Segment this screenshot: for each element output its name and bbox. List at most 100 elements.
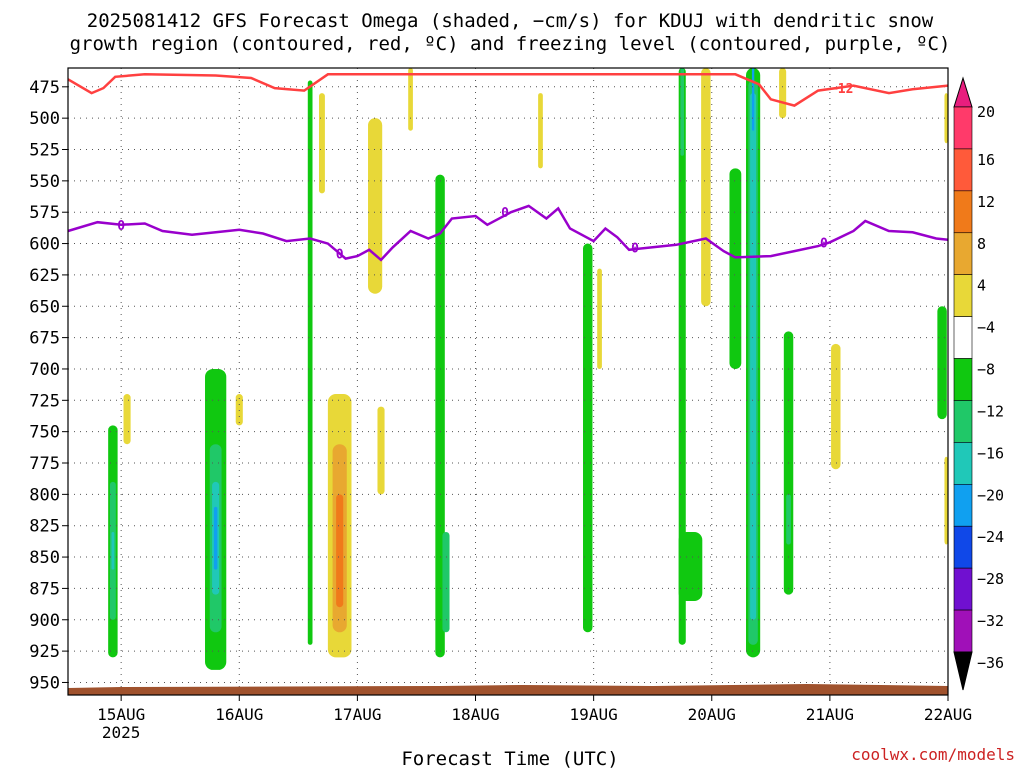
omega-region: [786, 494, 791, 545]
colorbar-label: −8: [977, 361, 995, 379]
omega-region: [336, 494, 344, 608]
omega-region: [779, 68, 787, 119]
colorbar-label: 20: [977, 103, 995, 121]
colorbar-segment: [953, 609, 973, 653]
colorbar-label: −36: [977, 654, 1004, 672]
colorbar-label: −28: [977, 570, 1004, 588]
freezing-level-label: 0: [501, 206, 509, 221]
x-tick-label: 15AUG: [97, 705, 145, 724]
colorbar-label: −24: [977, 528, 1004, 546]
colorbar-label: 4: [977, 277, 986, 295]
colorbar-label: 8: [977, 235, 986, 253]
x-tick-label: 20AUG: [688, 705, 736, 724]
x-year-label: 2025: [102, 723, 141, 742]
omega-region: [831, 343, 841, 470]
colorbar-segment: [953, 442, 973, 485]
chart-title-line1: 2025081412 GFS Forecast Omega (shaded, −…: [87, 10, 934, 32]
omega-region: [944, 93, 948, 144]
dgz-label: −12: [830, 82, 853, 97]
credit-text[interactable]: coolwx.com/models: [851, 745, 1015, 764]
colorbar-segment: [953, 232, 973, 275]
colorbar-segment: [953, 358, 973, 401]
omega-region: [213, 506, 218, 570]
y-tick-label: 500: [29, 109, 60, 129]
omega-region: [751, 68, 755, 131]
colorbar-label: −12: [977, 402, 1004, 420]
y-tick-label: 800: [29, 485, 60, 505]
y-tick-label: 675: [29, 329, 60, 349]
y-tick-label: 625: [29, 266, 60, 286]
x-tick-label: 21AUG: [806, 705, 854, 724]
omega-region: [944, 456, 948, 545]
freezing-level-label: 0: [117, 219, 125, 234]
colorbar-label: 16: [977, 151, 995, 169]
omega-region: [377, 406, 385, 495]
colorbar-segment: [953, 190, 973, 234]
colorbar-segment: [953, 316, 973, 359]
colorbar-segment: [953, 525, 973, 569]
y-tick-label: 475: [29, 78, 60, 98]
x-axis-label: Forecast Time (UTC): [401, 748, 618, 768]
chart-title-line2: growth region (contoured, red, ºC) and f…: [70, 33, 951, 55]
omega-region: [442, 531, 450, 633]
x-tick-label: 16AUG: [215, 705, 263, 724]
y-tick-label: 700: [29, 360, 60, 380]
x-tick-label: 18AUG: [451, 705, 499, 724]
colorbar-label: −20: [977, 486, 1004, 504]
y-tick-label: 875: [29, 579, 60, 599]
y-axis-ticks: 475 500 525 550 575 600 625 650 675 700 725 750 775 8…: [29, 78, 68, 693]
freezing-level-label: 0: [631, 241, 639, 256]
plot-area: 0 0 0 0 0 −12: [67, 67, 949, 696]
omega-region: [729, 168, 742, 369]
colorbar-label: 12: [977, 193, 995, 211]
omega-region: [319, 93, 325, 194]
omega-region: [307, 80, 313, 645]
x-tick-label: 22AUG: [924, 705, 972, 724]
y-tick-label: 775: [29, 454, 60, 474]
colorbar-segment: [953, 484, 973, 527]
y-tick-label: 725: [29, 391, 60, 411]
omega-region: [583, 243, 593, 633]
omega-region: [538, 93, 543, 169]
omega-region: [680, 68, 684, 156]
colorbar-label: −16: [977, 444, 1004, 462]
omega-region: [750, 93, 757, 620]
y-tick-label: 900: [29, 611, 60, 631]
freezing-level-label: 0: [336, 248, 344, 263]
dgz-line: [67, 73, 949, 107]
y-tick-label: 750: [29, 423, 60, 443]
omega-region: [597, 268, 602, 369]
colorbar-segment: [953, 400, 973, 443]
omega-region: [678, 531, 703, 601]
x-tick-label: 19AUG: [570, 705, 618, 724]
colorbar-label: −4: [977, 319, 995, 337]
y-tick-label: 550: [29, 172, 60, 192]
omega-region: [368, 118, 383, 294]
x-axis-ticks: 15AUG 16AUG 17AUG 18AUG 19AUG 20AUG 21AUG 22AUG…: [97, 695, 972, 742]
x-tick-label: 17AUG: [333, 705, 381, 724]
colorbar-top-arrow: [953, 76, 973, 108]
colorbar-segment: [953, 274, 973, 317]
omega-region: [937, 306, 947, 420]
y-tick-label: 925: [29, 642, 60, 662]
colorbar-segment: [953, 148, 973, 192]
colorbar: 20 16 12 8 4 −4 −8 −12 −16 −20 −24 −28 −32 −36: [953, 76, 1004, 691]
y-tick-label: 525: [29, 141, 60, 161]
freezing-level-label: 0: [820, 236, 828, 251]
freezing-level-line: [67, 204, 949, 262]
omega-region: [123, 394, 131, 445]
y-tick-label: 850: [29, 548, 60, 568]
plot-background: [68, 68, 948, 695]
omega-region: [111, 531, 115, 570]
omega-region: [235, 394, 243, 426]
y-tick-label: 650: [29, 297, 60, 317]
y-tick-label: 825: [29, 517, 60, 537]
terrain: [68, 684, 948, 695]
colorbar-label: −32: [977, 612, 1004, 630]
plot-frame: [67, 67, 949, 696]
omega-region: [701, 68, 711, 307]
colorbar-segment: [953, 106, 973, 150]
y-tick-label: 575: [29, 203, 60, 223]
